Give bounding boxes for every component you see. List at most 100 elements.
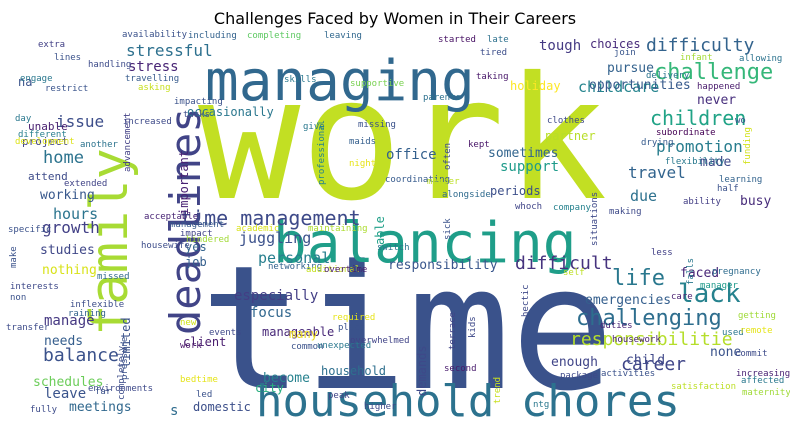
word-153: manager <box>700 281 739 291</box>
word-152: pregnancy <box>712 267 761 277</box>
word-53: none <box>710 345 741 360</box>
word-175: completely <box>117 345 127 400</box>
word-62: many <box>289 327 318 341</box>
word-115: another <box>80 140 119 150</box>
word-26: growth <box>42 218 100 237</box>
chart-title: Challenges Faced by Women in Their Caree… <box>213 9 577 28</box>
word-74: able <box>373 216 387 245</box>
word-124: coordinating <box>385 175 450 185</box>
word-120: learning <box>719 175 762 185</box>
word-54: child <box>626 353 665 368</box>
word-73: occasionally <box>187 105 274 119</box>
word-46: meetings <box>69 400 132 415</box>
word-165: transfer <box>6 323 50 333</box>
word-31: focus <box>250 305 292 321</box>
word-90: handling <box>88 60 131 70</box>
word-186: higher <box>364 402 397 412</box>
word-3: household chores <box>256 376 680 427</box>
word-114: wo <box>735 116 746 126</box>
word-15: difficult <box>515 253 613 274</box>
word-142: switch <box>377 243 410 253</box>
word-167: overwhelmed <box>350 336 410 346</box>
word-143: sick <box>443 218 453 240</box>
word-122: extended <box>64 179 107 189</box>
word-42: working <box>40 188 95 203</box>
word-162: place <box>338 323 365 333</box>
word-55: periods <box>490 184 541 198</box>
word-41: office <box>386 147 437 163</box>
word-65: job <box>185 255 207 269</box>
word-112: drying <box>641 138 674 148</box>
word-18: promotion <box>656 137 743 156</box>
word-156: raining <box>68 309 106 319</box>
word-189: maternity <box>742 388 790 398</box>
word-163: terrace <box>448 312 458 350</box>
word-191: far <box>95 387 112 397</box>
word-77: na <box>18 75 32 89</box>
word-17: children <box>650 106 746 130</box>
word-25: juggling <box>239 229 311 247</box>
word-118: flexibility <box>665 157 725 167</box>
word-89: lines <box>54 53 81 63</box>
word-81: completing <box>247 31 301 41</box>
word-135: impact <box>180 229 213 239</box>
word-180: activities <box>601 369 655 379</box>
word-85: tired <box>480 48 507 58</box>
word-172: events <box>209 328 242 338</box>
word-171: pressure <box>120 337 130 380</box>
word-137: academic <box>236 224 279 234</box>
word-88: allowing <box>739 54 782 64</box>
word-76: s <box>170 403 178 419</box>
word-72: partner <box>545 129 596 143</box>
word-91: engage <box>20 74 53 84</box>
word-97: taking <box>476 72 509 82</box>
word-141: housewife <box>141 241 190 251</box>
word-150: overtime <box>324 265 367 275</box>
word-192: fully <box>30 405 58 415</box>
word-2: balancing <box>273 211 576 276</box>
word-7: time management <box>180 206 361 230</box>
word-116: advancement <box>123 112 133 172</box>
word-158: required <box>332 313 375 323</box>
word-136: hindered <box>186 235 229 245</box>
word-105: give <box>303 122 325 132</box>
word-16: balance <box>43 345 119 366</box>
word-104: increased <box>123 117 172 127</box>
word-75: demands <box>415 345 429 396</box>
word-14: career <box>621 354 686 375</box>
word-10: lack <box>678 279 741 309</box>
word-101: impacting <box>174 97 223 107</box>
word-13: life <box>612 266 665 291</box>
word-19: stressful <box>126 41 213 60</box>
word-34: emergencies <box>585 293 671 308</box>
word-103: tasks <box>183 110 210 120</box>
word-52: enough <box>551 355 598 370</box>
word-32: especially <box>234 288 318 304</box>
word-98: delivery <box>646 71 690 81</box>
word-78: availability <box>122 30 188 40</box>
word-138: maintaining <box>308 224 368 234</box>
word-51: faced <box>680 266 719 281</box>
word-179: package <box>560 371 598 381</box>
word-183: bedtime <box>180 375 218 385</box>
word-92: restrict <box>45 84 88 94</box>
word-63: limited <box>119 317 133 368</box>
word-129: company <box>553 203 592 213</box>
word-28: support <box>500 159 559 175</box>
word-40: pursue <box>607 61 654 76</box>
word-102: day <box>15 114 32 124</box>
word-21: travel <box>628 163 686 182</box>
word-49: never <box>697 93 736 108</box>
word-94: asking <box>138 83 171 93</box>
word-11: challenging <box>576 306 722 331</box>
word-169: duties <box>600 321 633 331</box>
word-126: often <box>443 143 453 170</box>
word-4: managing <box>205 49 475 114</box>
word-36: due <box>630 187 657 205</box>
word-83: started <box>438 35 476 45</box>
word-0: work <box>198 41 607 239</box>
word-70: important <box>177 150 191 215</box>
word-100: parents <box>423 93 461 103</box>
